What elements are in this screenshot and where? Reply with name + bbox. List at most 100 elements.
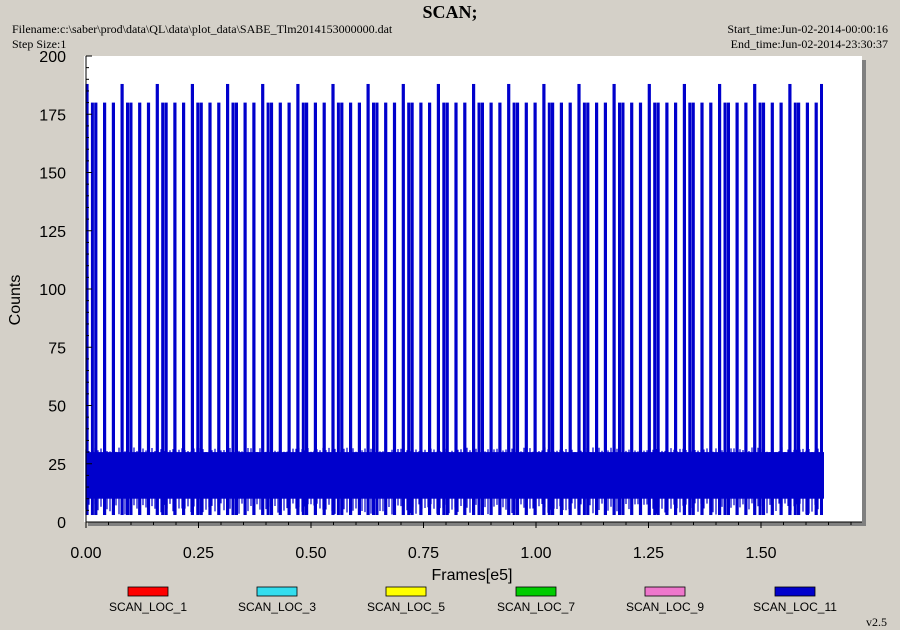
y-tick-label: 150 (39, 166, 66, 183)
y-tick-label: 100 (39, 282, 66, 299)
spike-mark (779, 102, 783, 516)
spike-mark (682, 83, 686, 516)
spike-mark (90, 102, 94, 516)
legend-swatch (774, 586, 816, 597)
axes: 0 25 50 75 100 125 150 175 200 0.00 0.25 0.50 0.75 1.… (39, 49, 862, 562)
spike-mark (718, 83, 722, 516)
spike-mark (758, 102, 762, 516)
spike-mark (820, 83, 823, 516)
legend-swatch (256, 586, 298, 597)
spike-mark (138, 102, 142, 516)
y-axis-label: Counts (7, 275, 24, 326)
spike-mark (674, 102, 678, 516)
spike-mark (489, 102, 493, 516)
filename-label: Filename:c:\saber\prod\data\QL\data\plot… (12, 22, 393, 36)
x-tick-label: 1.50 (745, 545, 776, 562)
spike-mark (234, 102, 238, 516)
spike-mark (744, 102, 748, 516)
spike-mark (305, 102, 309, 516)
plot-frame-shadow (862, 60, 866, 526)
spike-mark (182, 102, 186, 516)
y-tick-label: 75 (48, 340, 66, 357)
spike-mark (735, 102, 739, 516)
spike-mark (797, 102, 801, 516)
spike-mark (349, 102, 353, 516)
x-tick-label: 1.00 (520, 545, 551, 562)
chart-title: SCAN; (422, 2, 477, 22)
spike-mark (515, 102, 520, 516)
spike-mark (547, 102, 551, 516)
spike-mark (621, 102, 625, 516)
spike-mark (551, 102, 555, 516)
legend-label: SCAN_LOC_5 (367, 600, 445, 614)
y-tick-label: 175 (39, 107, 66, 124)
spike-mark (533, 102, 537, 516)
spike-mark (507, 83, 511, 516)
spike-mark (243, 102, 247, 516)
spike-mark (582, 102, 586, 516)
series-marks (85, 83, 824, 516)
spike-mark (366, 83, 370, 516)
spike-mark (586, 102, 590, 516)
spike-mark (199, 102, 203, 516)
spike-mark (805, 102, 809, 516)
spike-mark (407, 102, 411, 516)
spike-mark (196, 102, 200, 516)
x-tick-label: 0.75 (408, 545, 439, 562)
spike-mark (700, 102, 704, 516)
spike-mark (126, 102, 129, 516)
y-tick-label: 50 (48, 399, 66, 416)
y-tick-label: 0 (57, 515, 66, 532)
spike-mark (665, 102, 669, 516)
spike-mark (472, 83, 476, 516)
spike-mark (480, 102, 484, 516)
spike-mark (512, 102, 516, 516)
spike-mark (568, 102, 572, 516)
spike-mark (111, 102, 115, 516)
spike-mark (454, 102, 458, 516)
spike-mark (723, 102, 727, 516)
y-tick-label: 125 (39, 224, 66, 241)
spike-mark (524, 102, 528, 516)
spike-mark (410, 102, 414, 516)
start-time-label: Start_time:Jun-02-2014-00:00:16 (727, 22, 888, 36)
spike-mark (428, 102, 432, 516)
spike-mark (656, 102, 660, 516)
spike-mark (709, 102, 713, 516)
x-tick-label: 0.00 (70, 545, 101, 562)
spike-mark (477, 102, 481, 516)
spike-mark (375, 102, 379, 516)
spike-mark (266, 102, 270, 516)
spike-mark (793, 102, 797, 516)
spike-mark (392, 102, 397, 516)
legend-swatch (385, 586, 427, 597)
spike-mark (753, 83, 757, 516)
plot-frame-shadow-bottom (88, 522, 866, 526)
spike-mark (419, 102, 423, 516)
spike-mark (94, 102, 98, 516)
spike-mark (120, 83, 124, 516)
x-tick-label: 0.25 (183, 545, 214, 562)
spike-mark (85, 83, 89, 516)
spike-mark (445, 102, 449, 516)
spike-mark (331, 83, 335, 516)
spike-mark (231, 102, 235, 516)
spike-mark (688, 102, 692, 516)
spike-mark (190, 83, 194, 516)
spike-mark (577, 83, 581, 516)
spike-mark (261, 83, 265, 516)
spike-mark (726, 102, 730, 516)
spike-mark (173, 102, 177, 516)
spike-mark (146, 102, 151, 516)
legend: SCAN_LOC_1 SCAN_LOC_3 SCAN_LOC_5 SCAN_LOC_7… (109, 586, 837, 614)
spike-mark (217, 102, 221, 516)
spike-mark (559, 102, 563, 516)
y-tick-label: 25 (48, 457, 66, 474)
step-size-label: Step Size:1 (12, 37, 66, 51)
spike-mark (814, 102, 818, 516)
legend-label: SCAN_LOC_11 (753, 600, 837, 614)
spike-mark (542, 83, 546, 516)
spike-mark (638, 102, 643, 516)
spike-mark (647, 83, 651, 516)
spike-mark (336, 102, 340, 516)
